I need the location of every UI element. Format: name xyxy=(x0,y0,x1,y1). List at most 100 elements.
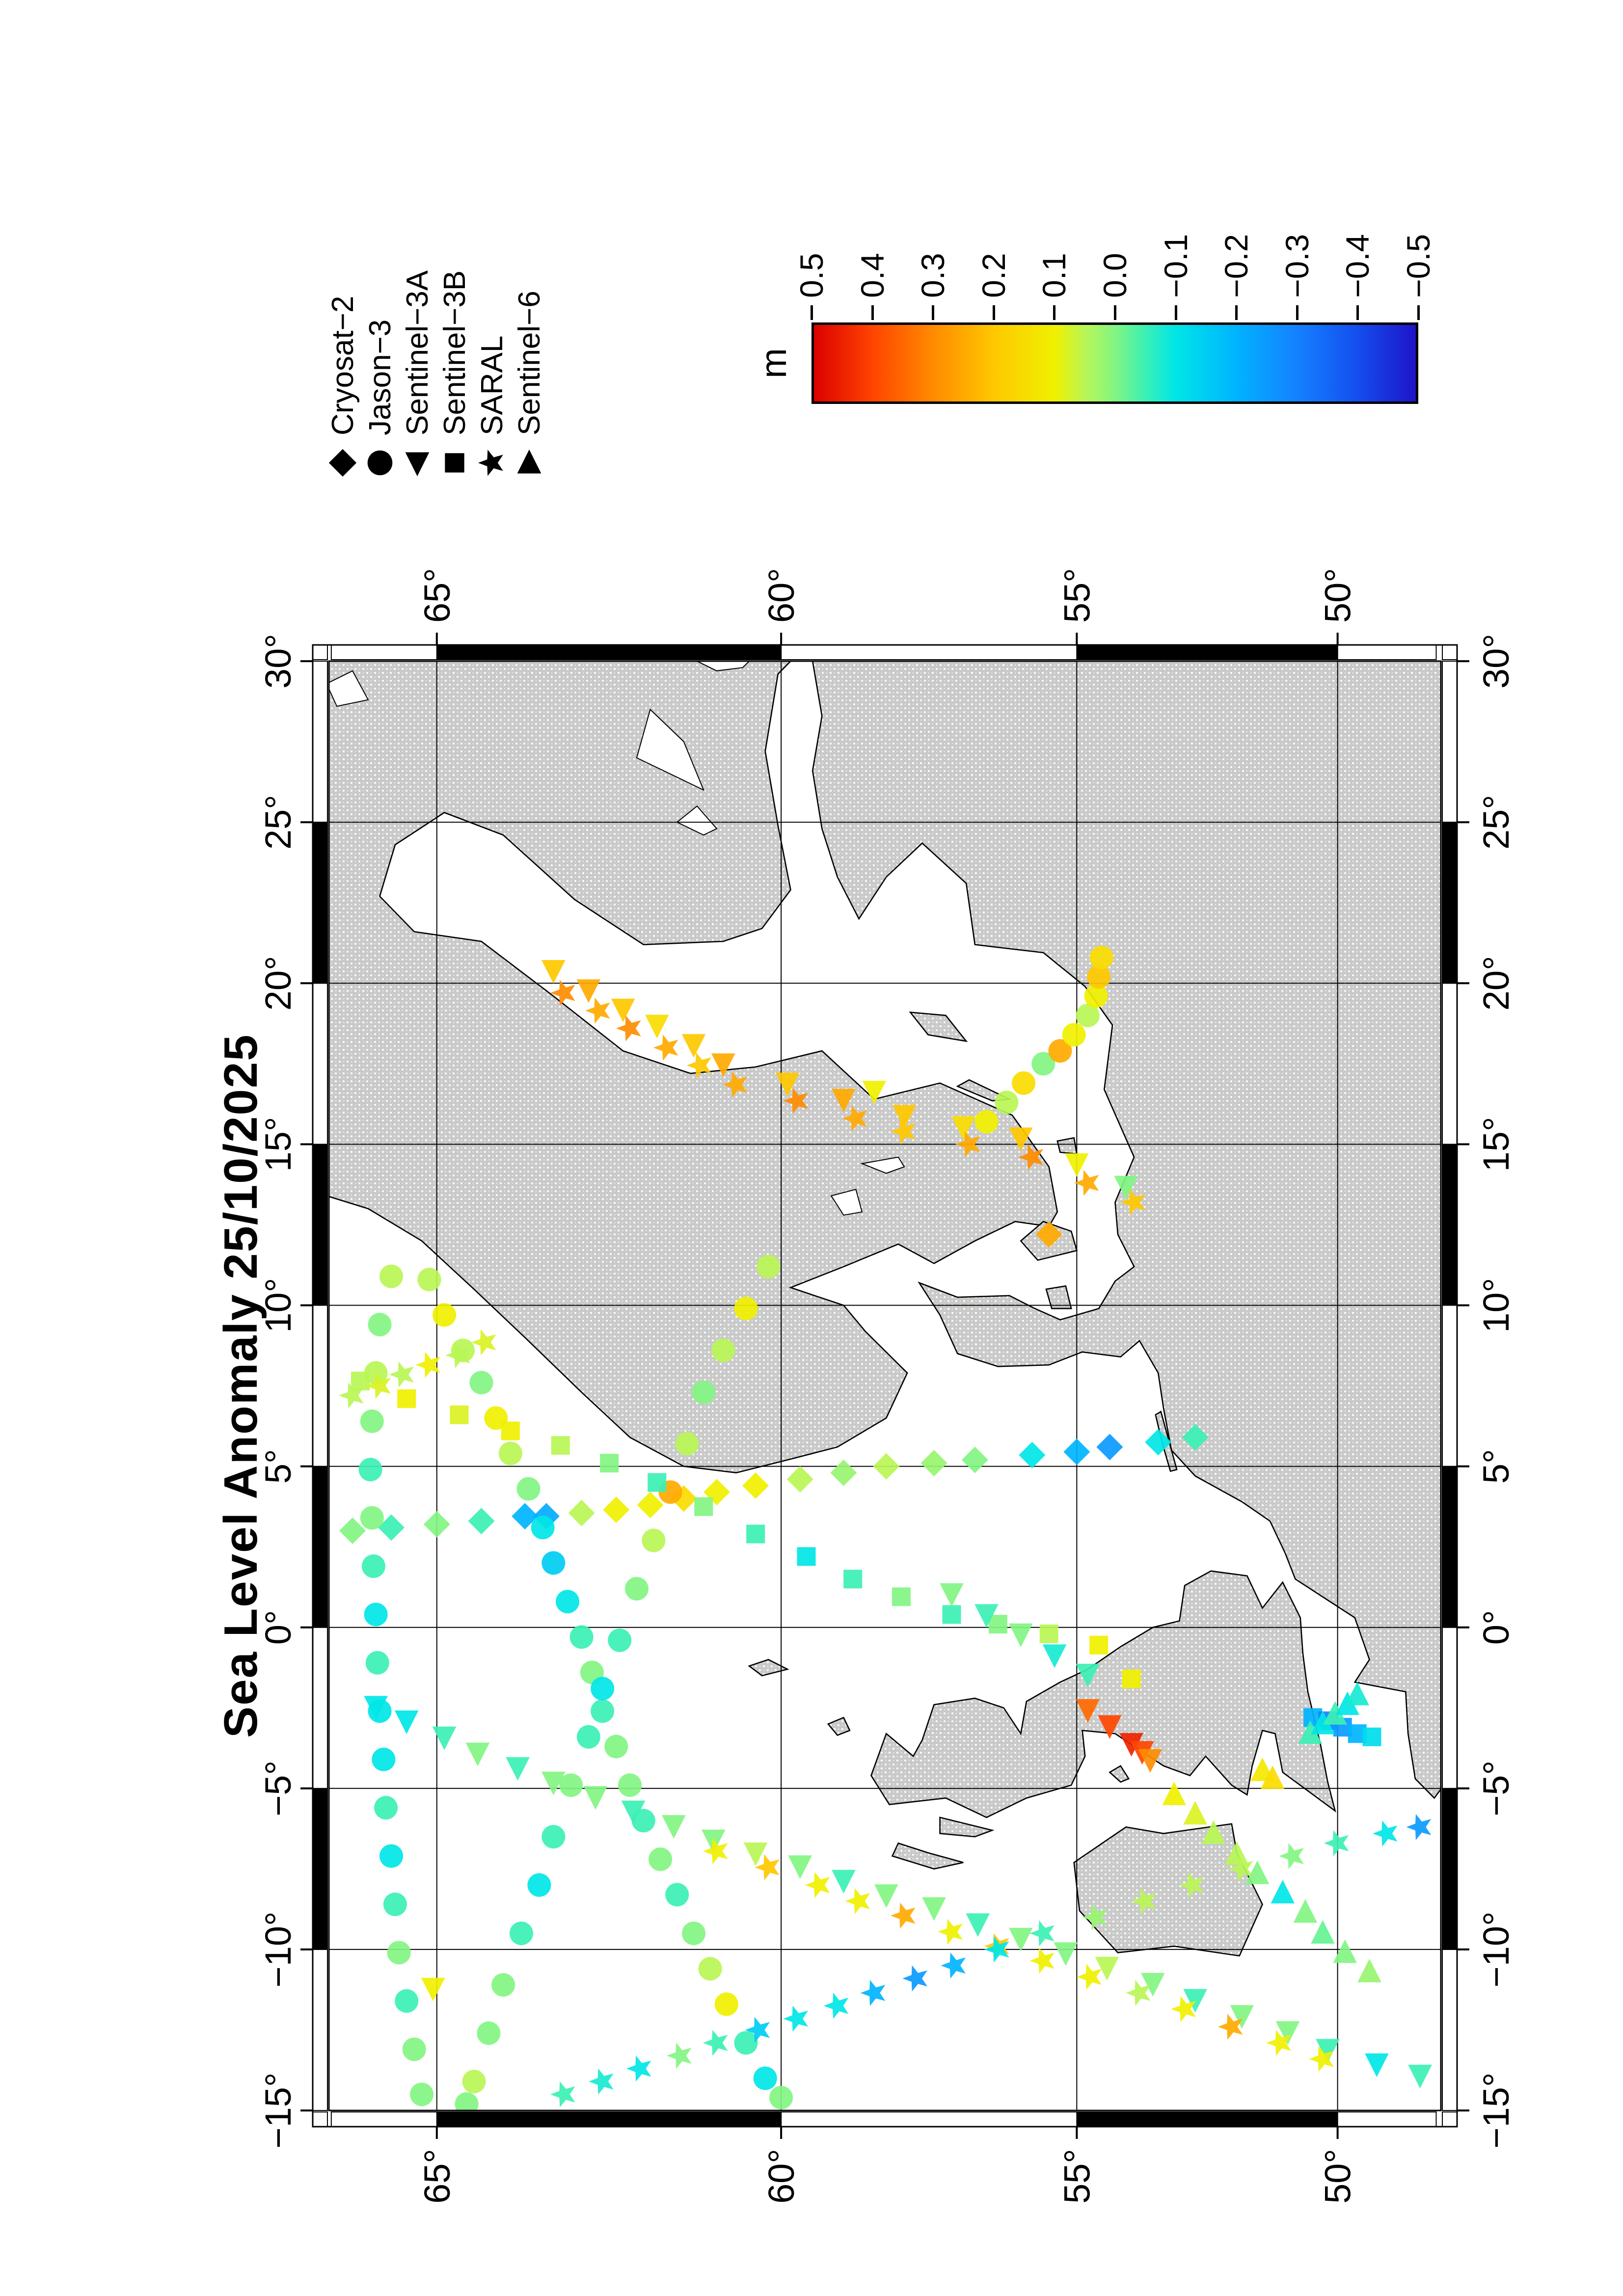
track-sentinel6-bristol-channel xyxy=(1250,1757,1285,1789)
lon-label-bottom: 30° xyxy=(1476,634,1516,689)
island-polygon xyxy=(1056,1137,1078,1155)
legend-entry-sentinel6: Sentinel−6 xyxy=(512,291,547,478)
square-icon xyxy=(445,453,464,473)
axis-labels: −15° −15° −10° −10° −5° −5° 0° 0° 5° 5° 10° 10° 15° 1… xyxy=(258,568,1516,2204)
star-icon xyxy=(478,450,503,476)
legend-label: Sentinel−3A xyxy=(400,270,434,435)
track-sentinel3a-irish-sea xyxy=(1076,1699,1163,1773)
lon-label-top: −15° xyxy=(258,2072,298,2148)
island-polygon xyxy=(870,1570,1336,1818)
colorbar-tick xyxy=(871,305,874,320)
lat-label-right: 60° xyxy=(761,568,802,623)
lon-label-bottom: 20° xyxy=(1476,956,1516,1011)
triangle-left-icon xyxy=(405,452,430,477)
legend-entry-cryosat2: Cryosat−2 xyxy=(325,296,360,478)
colorbar-tick xyxy=(1356,305,1359,320)
track-sentinel6-st-malo xyxy=(1298,1682,1369,1744)
track-sentinel6-channel-diagonal xyxy=(1162,1781,1381,1982)
track-saral-atlantic-yellow xyxy=(703,1838,1334,2072)
track-jason3-baltic-pass xyxy=(974,945,1113,1134)
island-polygon xyxy=(939,1816,995,1838)
lon-label-bottom: 5° xyxy=(1476,1449,1516,1484)
colorbar-unit-label: m xyxy=(753,348,794,378)
colorbar-tick xyxy=(932,305,935,320)
lat-label-right: 55° xyxy=(1056,568,1097,623)
legend-label: Cryosat−2 xyxy=(325,295,360,435)
lon-label-bottom: −10° xyxy=(1476,1911,1516,1987)
track-cryosat2-oresund-point xyxy=(1035,1221,1062,1248)
legend-label: Jason−3 xyxy=(363,319,397,435)
lat-label-right: 50° xyxy=(1318,568,1358,623)
lon-label-top: 5° xyxy=(258,1449,298,1484)
colorbar-tick xyxy=(811,305,813,320)
page-title: Sea Level Anomaly 25/10/2025 xyxy=(215,1034,267,1738)
legend-label: Sentinel−3B xyxy=(437,270,472,435)
lon-label-top: 10° xyxy=(258,1278,298,1333)
island-polygon xyxy=(748,1658,789,1677)
legend-label: Sentinel−6 xyxy=(512,291,546,435)
lat-label-left: 50° xyxy=(1318,2149,1358,2204)
colorbar-tick-label: −0.2 xyxy=(1218,234,1255,298)
island-polygon xyxy=(891,1842,964,1870)
island-polygon xyxy=(827,1716,851,1736)
colorbar-tick-label: 0.0 xyxy=(1097,253,1133,298)
lon-label-top: −5° xyxy=(258,1761,298,1816)
legend-entry-sentinel3a: Sentinel−3A xyxy=(400,270,435,478)
track-saral-norwegian-sea xyxy=(339,1329,496,1409)
track-sentinel3a-bothnia-baltic xyxy=(541,960,1138,1200)
lon-label-top: 0° xyxy=(258,1610,298,1645)
island-polygon xyxy=(1109,1765,1130,1783)
colorbar-tick-label: 0.5 xyxy=(793,253,830,298)
colorbar-tick-label: −0.1 xyxy=(1157,234,1194,298)
lake-polygon xyxy=(636,708,705,791)
lon-label-bottom: −15° xyxy=(1476,2072,1516,2148)
lon-label-bottom: 10° xyxy=(1476,1278,1516,1333)
colorbar-tick xyxy=(992,305,995,320)
colorbar-tick xyxy=(1235,305,1238,320)
colorbar-tick-label: 0.1 xyxy=(1036,253,1073,298)
frame-corner xyxy=(312,2111,328,2127)
colorbar-tick-label: −0.4 xyxy=(1339,234,1376,298)
lat-label-right: 65° xyxy=(417,568,458,623)
island-polygon xyxy=(1073,1823,1263,1957)
lat-label-left: 60° xyxy=(761,2149,802,2204)
legend-label: SARAL xyxy=(475,335,509,435)
lake-polygon xyxy=(329,670,369,707)
colorbar-tick xyxy=(1114,305,1116,320)
frame-corner xyxy=(1442,2111,1458,2127)
lon-label-top: 15° xyxy=(258,1117,298,1172)
legend-entry-jason3: Jason−3 xyxy=(362,320,398,478)
lon-label-top: −10° xyxy=(258,1911,298,1987)
colorbar-tick-label: −0.5 xyxy=(1400,234,1436,298)
diamond-icon xyxy=(328,449,357,477)
triangle-right-icon xyxy=(517,449,541,474)
lon-label-bottom: 25° xyxy=(1476,795,1516,850)
track-sentinel3b-north-sea-diagonal xyxy=(351,1371,1141,1688)
lon-label-bottom: 15° xyxy=(1476,1117,1516,1172)
colorbar-gradient xyxy=(812,322,1418,404)
colorbar-tick-label: −0.3 xyxy=(1278,234,1315,298)
lat-label-left: 55° xyxy=(1056,2149,1097,2204)
lon-label-bottom: 0° xyxy=(1476,1610,1516,1645)
track-sentinel3a-uk-east-coast xyxy=(940,1583,1100,1687)
colorbar-tick-label: 0.2 xyxy=(975,253,1012,298)
frame-corner xyxy=(312,644,328,660)
colorbar-tick xyxy=(1296,305,1298,320)
track-sentinel3a-baltic-single xyxy=(862,1081,886,1105)
colorbar-tick-label: 0.4 xyxy=(854,253,891,298)
lon-label-top: 20° xyxy=(258,956,298,1011)
track-saral-atlantic-cyan xyxy=(550,1814,1432,2108)
map-frame xyxy=(312,644,1458,2128)
lat-label-left: 65° xyxy=(417,2149,458,2204)
track-sentinel3a-nw-single xyxy=(421,1977,445,2002)
lon-label-top: 25° xyxy=(258,795,298,850)
island-polygon xyxy=(1045,1285,1072,1309)
track-cryosat2-north-sea-pass xyxy=(339,1424,1209,1544)
colorbar-tick-label: 0.3 xyxy=(915,253,951,298)
lon-label-bottom: −5° xyxy=(1476,1761,1516,1816)
colorbar-tick xyxy=(1417,305,1420,320)
legend-entry-saral: SARAL xyxy=(474,336,510,478)
colorbar-tick xyxy=(1053,305,1056,320)
lake-polygon xyxy=(830,1189,863,1216)
